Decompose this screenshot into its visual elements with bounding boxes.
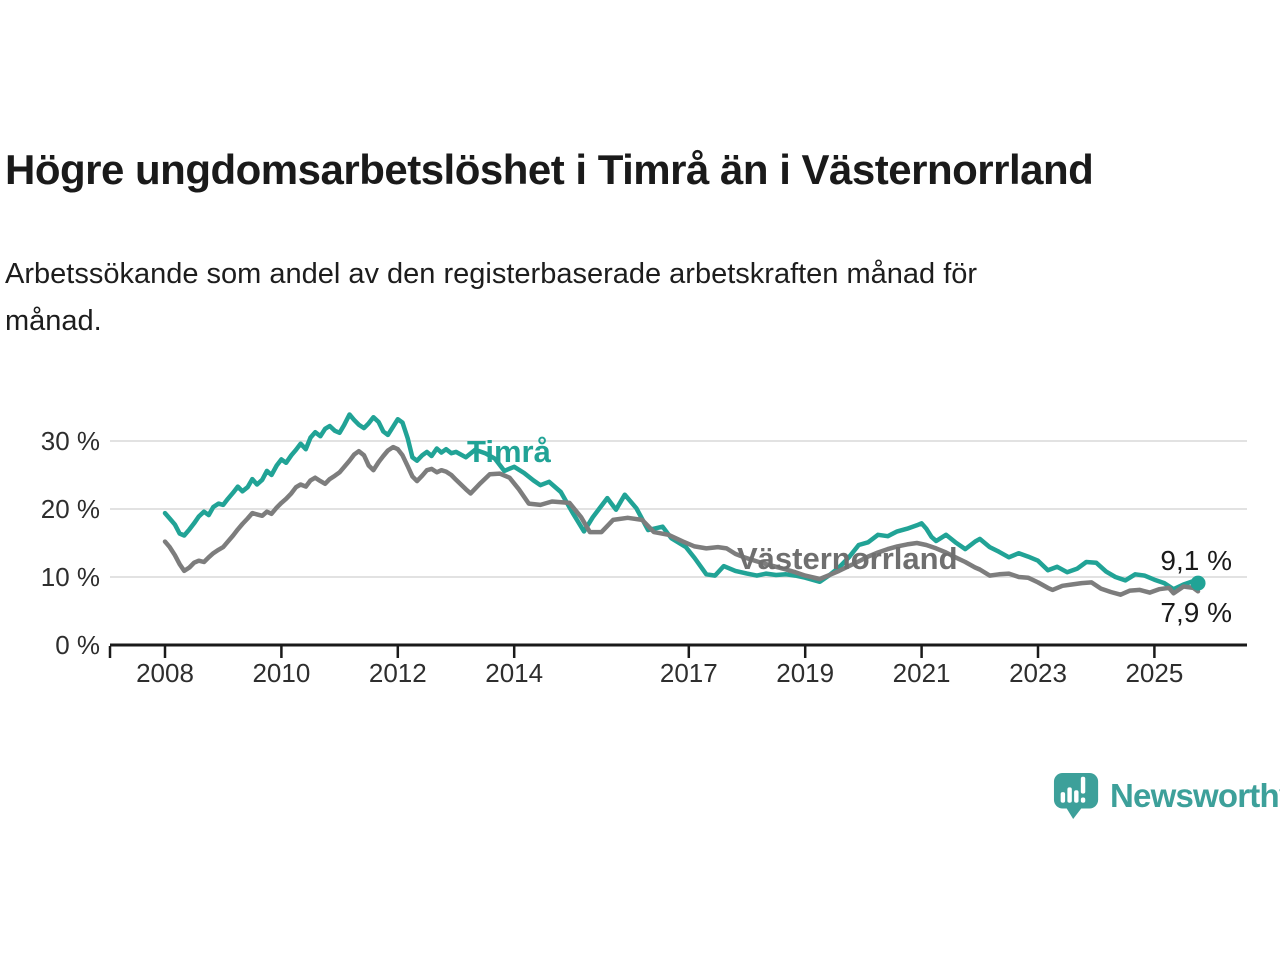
y-tick-label: 20 % bbox=[41, 494, 100, 524]
x-tick-label: 2023 bbox=[1009, 658, 1067, 688]
newsworthy-logo-text: Newsworthy bbox=[1110, 777, 1280, 814]
series-line-vasternorrland bbox=[162, 444, 1201, 597]
x-tick-label: 2025 bbox=[1125, 658, 1183, 688]
x-tick-label: 2008 bbox=[136, 658, 194, 688]
x-tick-label: 2021 bbox=[893, 658, 951, 688]
timra-end-value-label: 9,1 % bbox=[1160, 545, 1232, 576]
newsworthy-bubble-chart-icon bbox=[1053, 772, 1099, 820]
series-line-timra bbox=[162, 412, 1201, 592]
x-tick-label: 2014 bbox=[485, 658, 543, 688]
newsworthy-logo-link[interactable]: Newsworthy bbox=[1053, 771, 1280, 821]
series-label-vasternorrland: Västernorrland bbox=[737, 541, 958, 576]
series-end-dot bbox=[1190, 575, 1206, 591]
page-title: Högre ungdomsarbetslöshet i Timrå än i V… bbox=[5, 146, 1094, 193]
subtitle-line-1: Arbetssökande som andel av den registerb… bbox=[5, 258, 978, 290]
x-tick-label: 2010 bbox=[252, 658, 310, 688]
y-tick-label: 30 % bbox=[41, 426, 100, 456]
y-tick-label: 0 % bbox=[55, 630, 100, 660]
vasternorrland-end-value-label: 7,9 % bbox=[1160, 597, 1232, 628]
y-tick-label: 10 % bbox=[41, 562, 100, 592]
chart-subtitle: Arbetssökande som andel av den registerb… bbox=[5, 251, 977, 345]
series-label-timra: Timrå bbox=[467, 434, 552, 469]
x-tick-label: 2012 bbox=[369, 658, 427, 688]
x-tick-label: 2019 bbox=[776, 658, 834, 688]
x-tick-label: 2017 bbox=[660, 658, 718, 688]
subtitle-line-2: månad. bbox=[5, 305, 102, 337]
